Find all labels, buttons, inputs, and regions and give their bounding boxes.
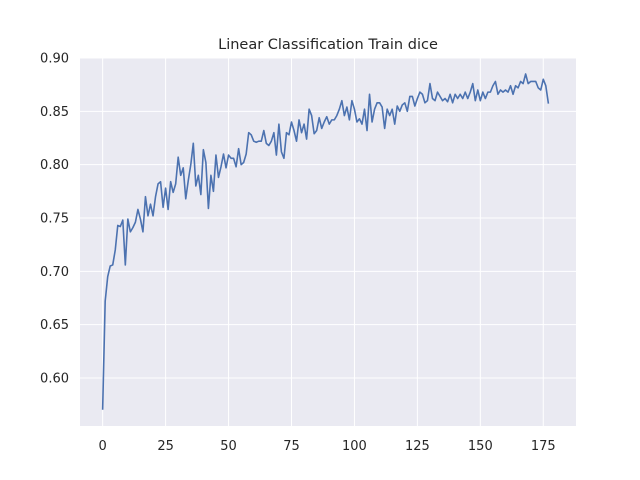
x-tick-label: 100 <box>342 439 367 454</box>
x-tick-label: 50 <box>220 439 237 454</box>
y-tick-label: 0.70 <box>40 265 69 280</box>
x-tick-label: 150 <box>468 439 493 454</box>
x-tick-label: 75 <box>283 439 300 454</box>
y-tick-label: 0.90 <box>40 52 69 67</box>
series-group <box>101 73 550 410</box>
x-tick-label: 25 <box>157 439 174 454</box>
y-tick-label: 0.85 <box>40 105 69 120</box>
plot-area <box>80 58 576 426</box>
x-tick-label: 125 <box>405 439 430 454</box>
y-tick-label: 0.80 <box>40 158 69 173</box>
y-tick-label: 0.75 <box>40 212 69 227</box>
chart-title: Linear Classification Train dice <box>218 37 438 53</box>
y-tick-label: 0.65 <box>40 318 69 333</box>
x-tick-label: 175 <box>531 439 556 454</box>
tick-labels: 0 25 50 75 100 125 150 175 0.60 0.65 0.70 0.75 0.80 0… <box>40 52 556 455</box>
grid-lines <box>80 57 576 426</box>
y-tick-label: 0.60 <box>40 372 69 387</box>
x-tick-label: 0 <box>99 439 107 454</box>
series-line <box>101 73 550 410</box>
